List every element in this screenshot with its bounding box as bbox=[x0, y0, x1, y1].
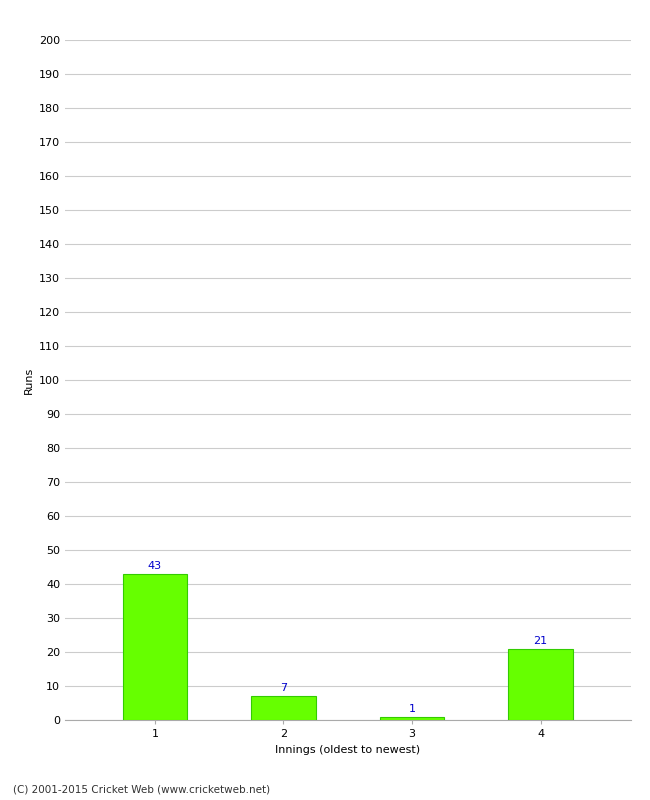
Text: 43: 43 bbox=[148, 561, 162, 571]
Bar bbox=[380, 717, 444, 720]
Text: 7: 7 bbox=[280, 683, 287, 694]
Bar bbox=[508, 649, 573, 720]
Text: (C) 2001-2015 Cricket Web (www.cricketweb.net): (C) 2001-2015 Cricket Web (www.cricketwe… bbox=[13, 784, 270, 794]
Text: 1: 1 bbox=[408, 704, 415, 714]
Bar bbox=[123, 574, 187, 720]
Text: 21: 21 bbox=[534, 636, 547, 646]
Y-axis label: Runs: Runs bbox=[23, 366, 33, 394]
Bar bbox=[252, 696, 316, 720]
X-axis label: Innings (oldest to newest): Innings (oldest to newest) bbox=[275, 745, 421, 754]
